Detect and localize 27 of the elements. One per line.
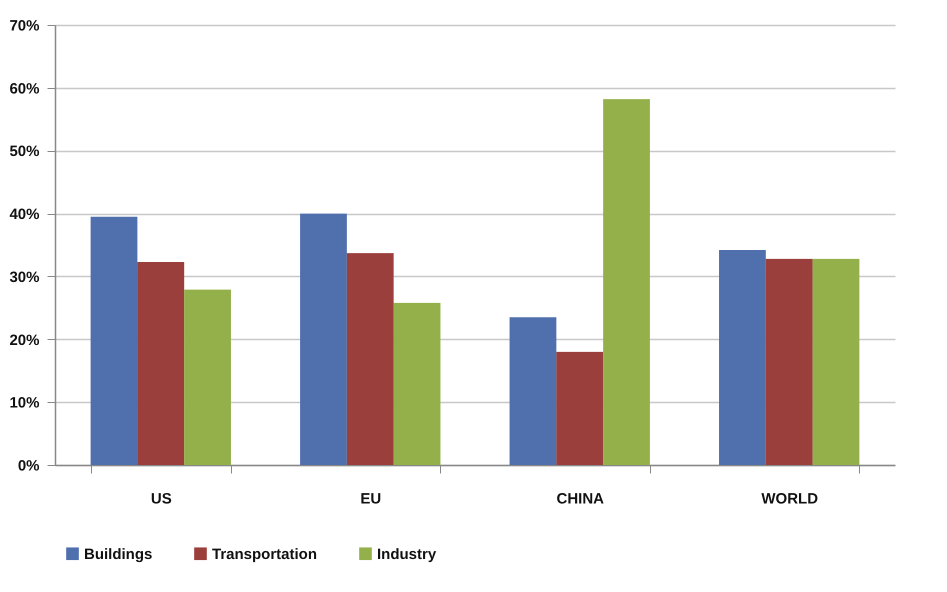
bar <box>346 253 394 465</box>
bar <box>394 302 440 465</box>
x-tick-label: WORLD <box>761 490 818 508</box>
x-tick-label: EU <box>360 490 382 508</box>
y-tick-label: 50% <box>9 143 40 160</box>
y-tick-label: 70% <box>9 18 40 34</box>
y-tick-label: 60% <box>9 80 40 98</box>
y-tick-label: 0% <box>18 458 40 474</box>
bar <box>603 99 650 465</box>
y-tick-label: 20% <box>9 332 40 349</box>
y-tick-label: 30% <box>9 268 40 286</box>
bar <box>812 258 860 465</box>
bar <box>184 290 231 465</box>
legend-label: Buildings <box>84 546 152 563</box>
bar <box>510 317 556 465</box>
bar <box>90 216 138 465</box>
bar <box>556 352 604 465</box>
y-tick-label: 10% <box>9 394 40 412</box>
x-tick-label: CHINA <box>556 490 604 508</box>
bar <box>766 258 813 465</box>
bar <box>137 262 184 465</box>
bar <box>719 250 766 465</box>
bar <box>300 214 347 465</box>
y-tick-label: 40% <box>9 206 40 224</box>
legend-label: Transportation <box>212 546 318 563</box>
legend-label: Industry <box>377 546 437 563</box>
x-tick-label: US <box>150 490 172 508</box>
